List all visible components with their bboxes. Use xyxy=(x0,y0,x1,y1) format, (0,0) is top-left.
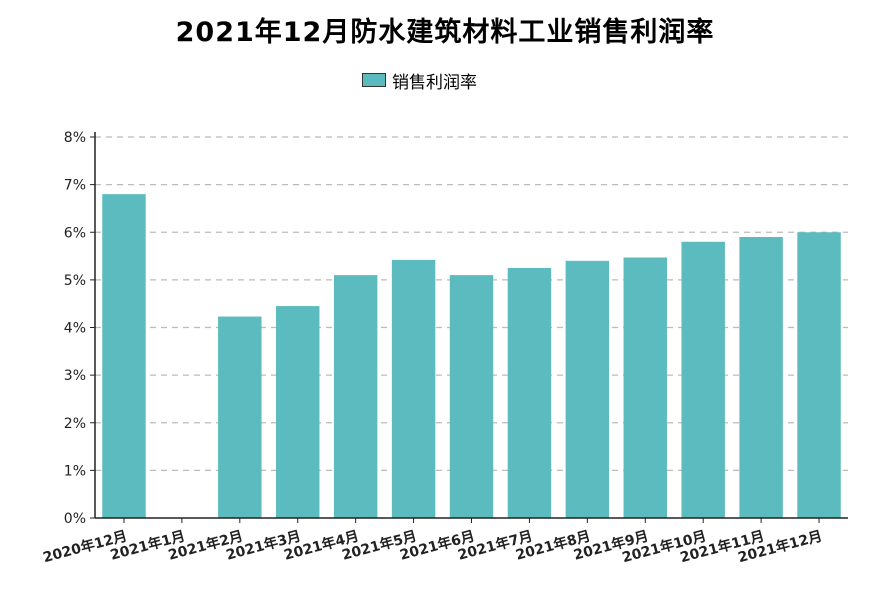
chart-title: 2021年12月防水建筑材料工业销售利润率 xyxy=(175,17,715,48)
y-tick-label: 0% xyxy=(64,511,86,527)
legend[interactable]: 销售利润率 xyxy=(362,70,477,93)
y-tick-label: 7% xyxy=(64,178,86,194)
bar[interactable] xyxy=(507,267,552,518)
bar[interactable] xyxy=(449,275,494,518)
bar[interactable] xyxy=(102,194,146,518)
y-tick-label: 4% xyxy=(64,321,86,337)
bar[interactable] xyxy=(797,232,841,518)
bar[interactable] xyxy=(565,260,610,518)
legend-label: 销售利润率 xyxy=(392,72,477,93)
bar[interactable] xyxy=(218,316,262,518)
y-tick-label: 1% xyxy=(64,463,86,479)
y-tick-label: 2% xyxy=(64,416,86,432)
y-tick-label: 5% xyxy=(64,273,86,289)
y-tick-label: 8% xyxy=(64,130,86,146)
bar[interactable] xyxy=(681,241,725,518)
y-tick-label: 3% xyxy=(64,368,86,384)
legend-swatch xyxy=(362,73,386,87)
bar[interactable] xyxy=(333,275,378,518)
axes xyxy=(90,132,848,523)
bar[interactable] xyxy=(739,237,783,518)
y-tick-label: 6% xyxy=(64,225,86,241)
bar[interactable] xyxy=(276,306,320,518)
bars xyxy=(102,194,841,518)
bar[interactable] xyxy=(623,257,667,518)
bar[interactable] xyxy=(391,259,436,518)
